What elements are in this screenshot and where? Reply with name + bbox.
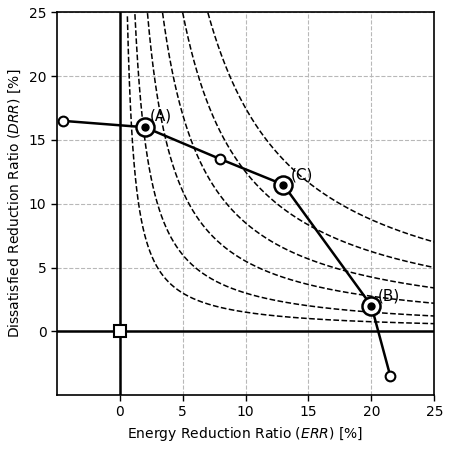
Text: (C): (C)	[291, 167, 313, 182]
Y-axis label: Dissatisfied Reduction Ratio ($DRR$) [%]: Dissatisfied Reduction Ratio ($DRR$) [%]	[7, 69, 23, 338]
Text: (B): (B)	[378, 288, 400, 303]
Text: (A): (A)	[150, 108, 172, 123]
X-axis label: Energy Reduction Ratio ($ERR$) [%]: Energy Reduction Ratio ($ERR$) [%]	[127, 425, 364, 443]
